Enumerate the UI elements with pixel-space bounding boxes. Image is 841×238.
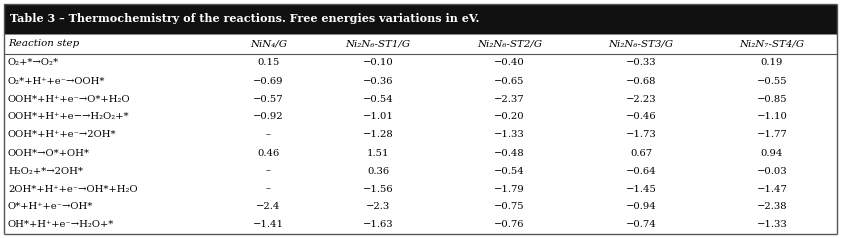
Text: OOH*+H⁺+e−→H₂O₂+*: OOH*+H⁺+e−→H₂O₂+* [8,113,130,122]
Text: −0.57: −0.57 [253,94,283,104]
Text: 0.67: 0.67 [630,149,653,158]
Text: 1.51: 1.51 [367,149,389,158]
Text: −0.65: −0.65 [495,76,525,85]
Text: −0.10: −0.10 [362,59,394,68]
Text: −2.3: −2.3 [366,203,390,212]
Text: OOH*+H⁺+e⁻→2OH*: OOH*+H⁺+e⁻→2OH* [8,130,117,139]
Text: –: – [266,130,271,139]
Text: OOH*→O*+OH*: OOH*→O*+OH* [8,149,90,158]
Text: OH*+H⁺+e⁻→H₂O+*: OH*+H⁺+e⁻→H₂O+* [8,220,114,229]
Text: −0.74: −0.74 [626,220,657,229]
Text: −0.85: −0.85 [757,94,787,104]
Text: −0.68: −0.68 [626,76,657,85]
Text: Ni₂N₇-ST4/G: Ni₂N₇-ST4/G [739,40,805,49]
Text: −0.94: −0.94 [626,203,657,212]
Text: 0.94: 0.94 [761,149,783,158]
Text: −1.47: −1.47 [757,184,787,193]
Text: 0.15: 0.15 [257,59,280,68]
Text: −0.54: −0.54 [495,167,525,175]
Text: H₂O₂+*→2OH*: H₂O₂+*→2OH* [8,167,83,175]
Text: −1.33: −1.33 [495,130,525,139]
Text: −1.45: −1.45 [626,184,657,193]
Text: 0.19: 0.19 [761,59,783,68]
Text: 0.46: 0.46 [257,149,279,158]
Text: −0.03: −0.03 [757,167,787,175]
Text: −0.54: −0.54 [362,94,394,104]
Text: 0.36: 0.36 [367,167,389,175]
Text: −2.37: −2.37 [495,94,525,104]
Text: −1.28: −1.28 [362,130,394,139]
Text: –: – [266,184,271,193]
Text: O₂+*→O₂*: O₂+*→O₂* [8,59,59,68]
Text: −0.33: −0.33 [626,59,657,68]
Text: 2OH*+H⁺+e⁻→OH*+H₂O: 2OH*+H⁺+e⁻→OH*+H₂O [8,184,138,193]
Text: Ni₂N₆-ST1/G: Ni₂N₆-ST1/G [346,40,410,49]
Text: −0.46: −0.46 [626,113,657,122]
Text: −0.69: −0.69 [253,76,283,85]
Text: −0.20: −0.20 [495,113,525,122]
Text: –: – [266,167,271,175]
Text: −1.33: −1.33 [757,220,787,229]
Text: −0.92: −0.92 [253,113,283,122]
Text: −0.55: −0.55 [757,76,787,85]
Text: −0.48: −0.48 [495,149,525,158]
Text: −1.63: −1.63 [362,220,394,229]
Text: −0.64: −0.64 [626,167,657,175]
Text: OOH*+H⁺+e⁻→O*+H₂O: OOH*+H⁺+e⁻→O*+H₂O [8,94,130,104]
Text: −1.10: −1.10 [757,113,787,122]
Text: −1.77: −1.77 [757,130,787,139]
Text: −0.76: −0.76 [495,220,525,229]
Text: Table 3 – Thermochemistry of the reactions. Free energies variations in eV.: Table 3 – Thermochemistry of the reactio… [10,14,479,25]
Text: −0.36: −0.36 [362,76,394,85]
Text: O₂*+H⁺+e⁻→OOH*: O₂*+H⁺+e⁻→OOH* [8,76,105,85]
Text: Ni₂N₆-ST3/G: Ni₂N₆-ST3/G [609,40,674,49]
Text: Ni₂N₆-ST2/G: Ni₂N₆-ST2/G [477,40,542,49]
Text: NiN₄/G: NiN₄/G [250,40,287,49]
Text: −2.38: −2.38 [757,203,787,212]
Text: O*+H⁺+e⁻→OH*: O*+H⁺+e⁻→OH* [8,203,93,212]
Text: −2.4: −2.4 [257,203,281,212]
Text: −1.73: −1.73 [626,130,657,139]
Text: −1.41: −1.41 [253,220,284,229]
Text: −1.79: −1.79 [495,184,525,193]
Text: Reaction step: Reaction step [8,40,79,49]
Text: −2.23: −2.23 [626,94,657,104]
Text: −0.40: −0.40 [495,59,525,68]
Text: −1.56: −1.56 [362,184,394,193]
Text: −0.75: −0.75 [495,203,525,212]
Bar [4,4,837,34]
Text: −1.01: −1.01 [362,113,394,122]
